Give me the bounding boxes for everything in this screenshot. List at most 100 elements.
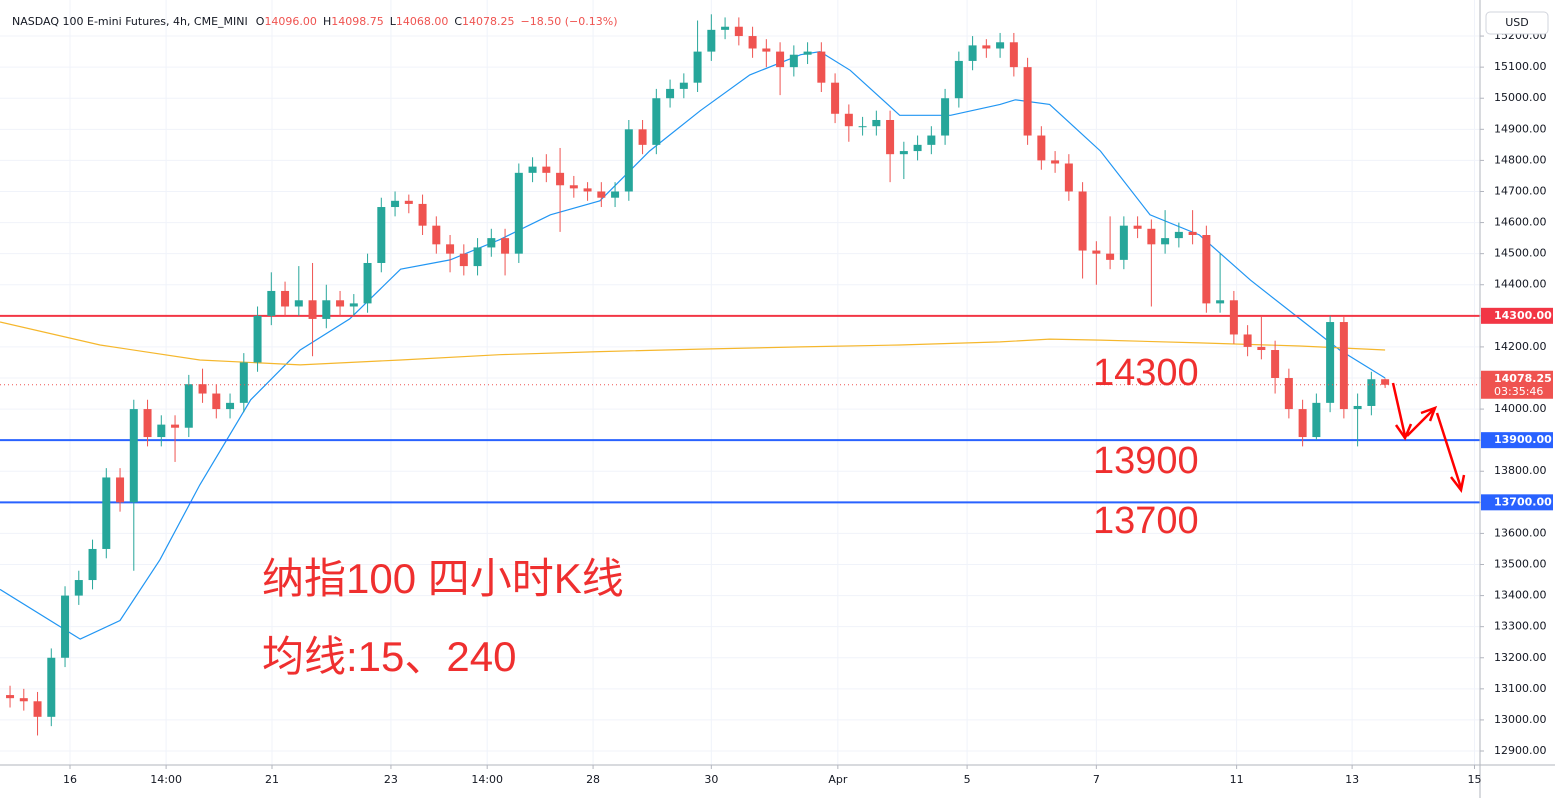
x-tick-label: 5	[964, 773, 971, 786]
candle-body	[1202, 235, 1211, 304]
candle-body	[1367, 379, 1376, 406]
candle-body	[253, 315, 262, 363]
candle-body	[1312, 402, 1321, 438]
ohlc-label: H	[323, 15, 331, 28]
candle-body	[267, 290, 276, 316]
y-tick-label: 14000.00	[1494, 402, 1547, 415]
x-tick-label: 14:00	[471, 773, 503, 786]
candle-body	[1339, 322, 1348, 410]
candle-body	[831, 82, 840, 114]
candle-body	[184, 384, 193, 428]
candle-body	[349, 303, 358, 307]
candle-body	[391, 200, 400, 208]
candle-body	[1009, 42, 1018, 68]
x-tick-label: 15	[1467, 773, 1481, 786]
candle-body	[789, 54, 798, 68]
moving-average	[0, 50, 1386, 640]
candle-body	[1064, 163, 1073, 192]
candle-body	[556, 172, 565, 186]
header: NASDAQ 100 E-mini Futures, 4h, CME_MINI O…	[12, 15, 618, 28]
candle-body	[336, 300, 345, 307]
candle-body	[707, 29, 716, 52]
header-title: NASDAQ 100 E-mini Futures, 4h, CME_MINI	[12, 15, 248, 28]
candle-body	[322, 300, 331, 319]
candle-body	[996, 42, 1005, 49]
x-tick-label: 28	[586, 773, 600, 786]
y-tick-label: 13000.00	[1494, 713, 1547, 726]
level-label-box	[1481, 307, 1553, 324]
x-tick-label: 7	[1093, 773, 1100, 786]
candle-body	[47, 657, 56, 717]
candle-body	[872, 119, 881, 127]
candle-body	[721, 26, 730, 30]
candle-body	[1229, 300, 1238, 335]
candle-body	[638, 129, 647, 145]
candle-body	[597, 191, 606, 198]
x-tick-label: Apr	[828, 773, 848, 786]
candle-body	[116, 477, 125, 503]
candle-body	[88, 548, 97, 581]
candle-body	[129, 409, 138, 503]
candle-body	[432, 225, 441, 245]
currency-label: USD	[1505, 16, 1529, 29]
ohlc-label: O	[256, 15, 265, 28]
candle-body	[1381, 379, 1390, 385]
x-tick-label: 30	[704, 773, 718, 786]
y-tick-label: 13500.00	[1494, 558, 1547, 571]
candle-body	[1243, 334, 1252, 347]
candle-body	[844, 113, 853, 127]
currency-button[interactable]	[1485, 11, 1549, 35]
x-tick-label: 11	[1230, 773, 1244, 786]
candle-body	[1271, 350, 1280, 378]
candle-body	[33, 701, 42, 717]
candle-body	[61, 595, 70, 658]
candle-body	[954, 60, 963, 99]
candle-body	[171, 424, 180, 428]
x-tick-label: 14:00	[150, 773, 182, 786]
candle-body	[102, 477, 111, 549]
level-label-box	[1481, 432, 1553, 449]
candle-body	[624, 129, 633, 192]
candle-body	[459, 253, 468, 267]
candle-body	[1257, 346, 1266, 351]
candle-body	[1023, 67, 1032, 136]
candle-body	[1051, 160, 1060, 164]
candle-body	[762, 48, 771, 52]
countdown-label: 03:35:46	[1494, 385, 1543, 398]
candle-body	[239, 362, 248, 403]
ohlc-label: L	[390, 15, 397, 28]
candle-body	[652, 98, 661, 145]
candle-body	[487, 238, 496, 248]
candle-body	[583, 188, 592, 192]
level-label: 14300.00	[1494, 309, 1552, 322]
candle-body	[446, 244, 455, 254]
candle-body	[404, 200, 413, 204]
candle-body	[1147, 228, 1156, 245]
candle-body	[569, 185, 578, 189]
y-tick-label: 13200.00	[1494, 651, 1547, 664]
annotation: 纳指100 四小时K线	[262, 555, 624, 602]
candle-body	[212, 393, 221, 410]
y-tick-label: 14700.00	[1494, 184, 1547, 197]
candle-body	[19, 698, 28, 702]
candle-body	[1133, 225, 1142, 229]
candle-body	[1078, 191, 1087, 251]
candle-body	[143, 409, 152, 438]
candle-body	[611, 191, 620, 198]
candle-body	[418, 203, 427, 226]
candle-body	[528, 166, 537, 173]
candle-body	[982, 45, 991, 49]
x-tick-label: 23	[384, 773, 398, 786]
candle-body	[693, 51, 702, 83]
x-tick-label: 16	[63, 773, 77, 786]
candle-body	[1161, 238, 1170, 245]
level-label: 13700.00	[1494, 495, 1552, 508]
candle-body	[1092, 250, 1101, 254]
y-tick-label: 14200.00	[1494, 340, 1547, 353]
candle-body	[1106, 253, 1115, 260]
level-label-box	[1481, 494, 1553, 511]
candle-body	[899, 151, 908, 155]
y-tick-label: 13400.00	[1494, 589, 1547, 602]
candle-body	[858, 126, 867, 128]
